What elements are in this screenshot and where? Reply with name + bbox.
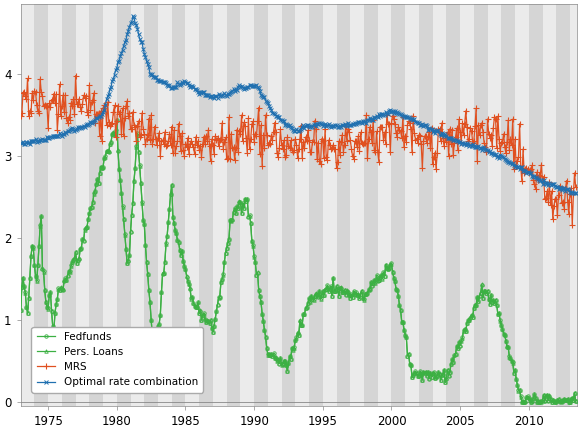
Optimal rate combination: [149, 72, 156, 77]
Bar: [460, 4, 474, 406]
Pers. Loans: [518, 399, 525, 404]
Fedfunds: [306, 296, 313, 301]
Bar: [89, 4, 103, 406]
Bar: [515, 4, 529, 406]
Fedfunds: [572, 399, 579, 404]
Bar: [117, 4, 131, 406]
Bar: [474, 4, 487, 406]
Bar: [185, 4, 199, 406]
Fedfunds: [120, 216, 127, 221]
Bar: [48, 4, 62, 406]
Pers. Loans: [572, 398, 579, 403]
Bar: [282, 4, 295, 406]
Optimal rate combination: [306, 124, 313, 129]
Bar: [199, 4, 213, 406]
Pers. Loans: [149, 332, 156, 337]
Bar: [419, 4, 433, 406]
Pers. Loans: [121, 232, 128, 237]
MRS: [572, 184, 579, 190]
Fedfunds: [113, 118, 120, 123]
MRS: [120, 133, 127, 138]
Bar: [543, 4, 556, 406]
MRS: [306, 138, 313, 143]
Bar: [241, 4, 254, 406]
MRS: [166, 131, 173, 137]
Bar: [529, 4, 543, 406]
Fedfunds: [124, 260, 131, 266]
Bar: [131, 4, 144, 406]
Line: Optimal rate combination: Optimal rate combination: [19, 15, 578, 195]
Bar: [405, 4, 419, 406]
Bar: [501, 4, 515, 406]
MRS: [149, 142, 156, 147]
Bar: [103, 4, 117, 406]
Bar: [570, 4, 581, 406]
Optimal rate combination: [572, 191, 579, 196]
MRS: [17, 114, 24, 119]
Bar: [364, 4, 378, 406]
Line: Pers. Loans: Pers. Loans: [19, 118, 578, 403]
Optimal rate combination: [130, 14, 137, 19]
Bar: [378, 4, 392, 406]
Fedfunds: [166, 207, 173, 212]
Bar: [213, 4, 227, 406]
Optimal rate combination: [166, 82, 173, 87]
Bar: [323, 4, 336, 406]
Legend: Fedfunds, Pers. Loans, MRS, Optimal rate combination: Fedfunds, Pers. Loans, MRS, Optimal rate…: [31, 327, 203, 393]
Bar: [336, 4, 350, 406]
Pers. Loans: [120, 216, 127, 222]
Bar: [446, 4, 460, 406]
Bar: [487, 4, 501, 406]
Pers. Loans: [166, 207, 173, 212]
Bar: [392, 4, 405, 406]
Pers. Loans: [306, 295, 313, 301]
Pers. Loans: [113, 118, 120, 123]
Bar: [172, 4, 185, 406]
Bar: [21, 4, 34, 406]
Optimal rate combination: [17, 140, 24, 146]
Pers. Loans: [17, 308, 24, 313]
Line: Fedfunds: Fedfunds: [19, 118, 578, 403]
Fedfunds: [17, 308, 24, 313]
Bar: [350, 4, 364, 406]
Bar: [268, 4, 282, 406]
Optimal rate combination: [123, 37, 130, 42]
Bar: [433, 4, 446, 406]
MRS: [569, 222, 576, 228]
Bar: [556, 4, 570, 406]
Fedfunds: [149, 332, 156, 337]
Fedfunds: [518, 399, 525, 404]
Bar: [295, 4, 309, 406]
Bar: [34, 4, 48, 406]
Bar: [254, 4, 268, 406]
Pers. Loans: [124, 260, 131, 266]
Bar: [227, 4, 241, 406]
Bar: [309, 4, 323, 406]
Bar: [144, 4, 158, 406]
MRS: [124, 98, 131, 104]
Optimal rate combination: [120, 43, 127, 48]
Bar: [158, 4, 172, 406]
Bar: [76, 4, 89, 406]
MRS: [121, 115, 128, 120]
Fedfunds: [121, 232, 128, 237]
Bar: [62, 4, 76, 406]
MRS: [72, 73, 79, 78]
Line: MRS: MRS: [18, 73, 579, 228]
Optimal rate combination: [119, 47, 126, 52]
